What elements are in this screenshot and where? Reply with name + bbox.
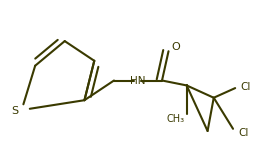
Text: S: S	[11, 106, 19, 116]
Text: HN: HN	[130, 76, 145, 85]
Text: Cl: Cl	[240, 82, 251, 92]
Text: CH₃: CH₃	[167, 114, 185, 124]
Text: Cl: Cl	[238, 128, 248, 138]
Text: O: O	[171, 42, 180, 52]
